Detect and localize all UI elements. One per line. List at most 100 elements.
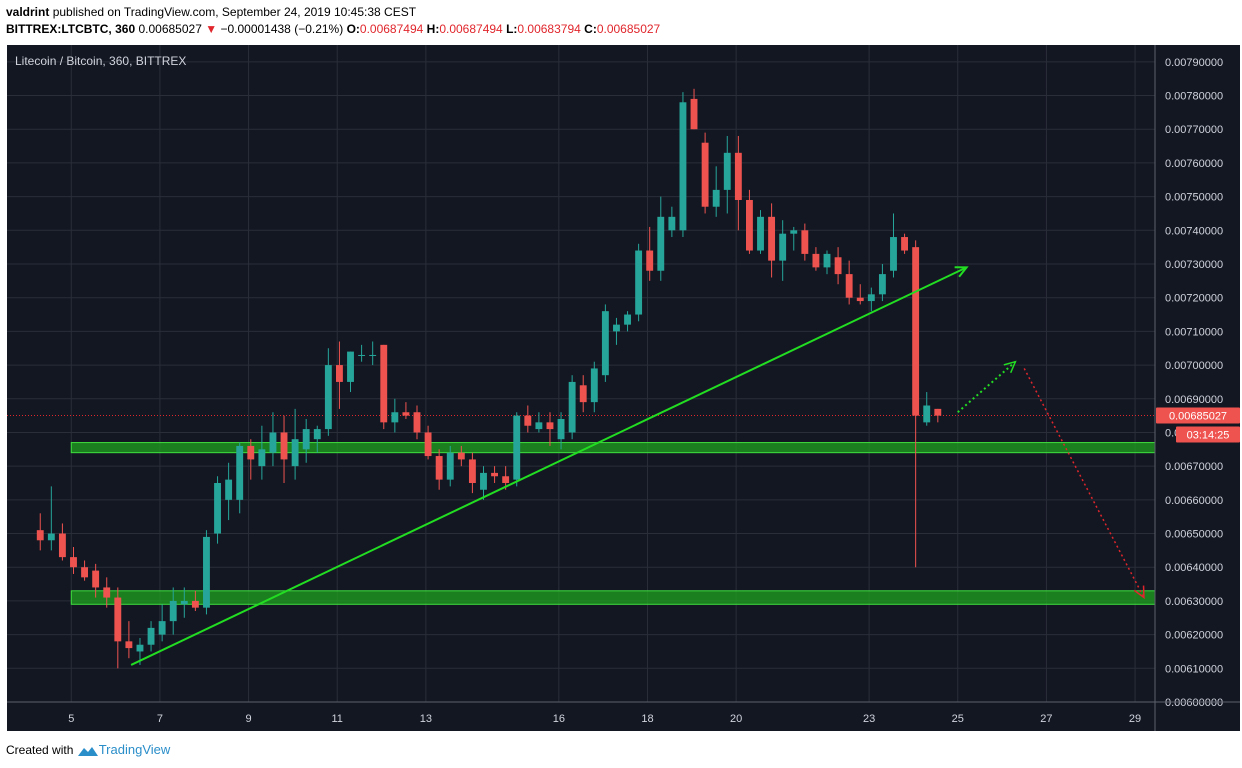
trend-arrow-icon xyxy=(954,266,969,278)
candle-down xyxy=(81,567,89,578)
candle-up xyxy=(779,233,787,261)
candle-down xyxy=(701,142,709,207)
candle-up xyxy=(790,230,798,234)
candle-up xyxy=(613,324,620,332)
candle-down xyxy=(380,344,388,423)
high-label: H: xyxy=(426,22,440,36)
candle-down xyxy=(745,199,753,251)
open-label: O: xyxy=(346,22,360,36)
candle-down xyxy=(435,456,443,480)
candle-down xyxy=(912,247,920,416)
candle-up xyxy=(723,152,731,190)
x-tick-label: 25 xyxy=(952,713,964,725)
y-tick-label: 0.00780000 xyxy=(1165,91,1223,103)
ohlc-bar: BITTREX:LTCBTC, 360 0.00685027 ▼ −0.0000… xyxy=(6,22,660,36)
candle-up xyxy=(635,250,643,315)
y-tick-label: 0.00610000 xyxy=(1165,663,1223,675)
close-value: 0.00685027 xyxy=(596,22,661,36)
candle-down xyxy=(125,641,133,649)
candle-up xyxy=(823,253,831,268)
candle-down xyxy=(103,587,111,598)
candle-down xyxy=(734,152,742,200)
published-text: published on TradingView.com, September … xyxy=(52,5,417,19)
candle-down xyxy=(845,274,853,298)
x-tick-label: 11 xyxy=(332,713,343,725)
candle-down xyxy=(834,257,842,275)
candle-up xyxy=(47,533,55,541)
y-tick-label: 0.00770000 xyxy=(1165,124,1223,136)
y-tick-label: 0.00730000 xyxy=(1165,259,1223,271)
candle-down xyxy=(546,422,554,430)
candle-down xyxy=(191,600,199,608)
tradingview-logo-icon xyxy=(77,746,98,756)
y-tick-label: 0.00720000 xyxy=(1165,293,1223,305)
candle-up xyxy=(601,311,609,376)
candle-down xyxy=(579,385,587,403)
candle-down xyxy=(36,530,44,541)
support-zone xyxy=(70,590,1155,605)
x-tick-label: 29 xyxy=(1129,713,1141,725)
y-tick-label: 0.00620000 xyxy=(1165,630,1223,642)
candle-down xyxy=(457,452,465,460)
x-tick-label: 16 xyxy=(553,713,565,725)
candle-down xyxy=(901,237,909,251)
candle-up xyxy=(679,102,687,231)
last-price: 0.00685027 xyxy=(138,22,202,36)
candle-down xyxy=(280,432,288,460)
candle-down xyxy=(424,432,432,457)
candle-up xyxy=(203,536,210,608)
candle-up xyxy=(391,412,399,423)
countdown-badge xyxy=(1176,426,1240,443)
candle-up xyxy=(590,368,598,403)
y-tick-label: 0.00750000 xyxy=(1165,192,1223,204)
x-tick-label: 27 xyxy=(1040,713,1052,725)
candle-down xyxy=(934,408,942,416)
candle-up xyxy=(236,445,244,500)
candle-down xyxy=(247,445,255,460)
candle-up xyxy=(757,216,764,251)
candle-up xyxy=(258,449,266,467)
candle-up xyxy=(358,354,366,356)
y-tick-label: 0.00790000 xyxy=(1165,57,1223,69)
y-tick-label: 0.00740000 xyxy=(1165,225,1223,237)
candle-up xyxy=(878,274,886,295)
candle-down xyxy=(335,365,343,382)
created-with-text: Created with xyxy=(6,743,74,757)
y-tick-label: 0.00760000 xyxy=(1165,158,1223,170)
candle-down xyxy=(70,557,77,568)
candle-up xyxy=(923,405,931,423)
candle-up xyxy=(867,294,875,302)
candle-up xyxy=(446,452,454,480)
candle-up xyxy=(668,216,676,231)
candle-down xyxy=(502,476,510,483)
candle-up xyxy=(347,351,354,382)
candle-up xyxy=(269,432,277,453)
x-tick-label: 7 xyxy=(157,713,163,725)
tradingview-brand[interactable]: TradingView xyxy=(98,742,171,757)
candle-down xyxy=(402,412,410,416)
candle-down xyxy=(491,472,499,477)
candle-down xyxy=(856,297,864,302)
low-value: 0.00683794 xyxy=(517,22,581,36)
y-tick-label: 0.00660000 xyxy=(1165,495,1223,507)
price-change: −0.00001438 (−0.21%) xyxy=(220,22,344,36)
candle-up xyxy=(890,237,897,271)
candle-down xyxy=(812,253,820,268)
candle-up xyxy=(657,216,665,271)
countdown-text: 03:14:25 xyxy=(1187,430,1230,442)
author-name[interactable]: valdrint xyxy=(6,5,50,19)
candle-down xyxy=(690,98,698,130)
candle-down xyxy=(646,250,654,271)
y-tick-label: 0.00710000 xyxy=(1165,326,1223,338)
x-tick-label: 9 xyxy=(246,713,252,725)
candle-up xyxy=(147,627,155,645)
time-axis xyxy=(7,702,1155,731)
y-tick-label: 0.00700000 xyxy=(1165,360,1223,372)
x-tick-label: 20 xyxy=(730,713,742,725)
plot-layer xyxy=(7,45,1155,702)
candle-up xyxy=(324,365,332,430)
candle-up xyxy=(480,472,487,490)
chart-title: Litecoin / Bitcoin, 360, BITTREX xyxy=(15,54,186,68)
x-tick-label: 5 xyxy=(68,713,74,725)
